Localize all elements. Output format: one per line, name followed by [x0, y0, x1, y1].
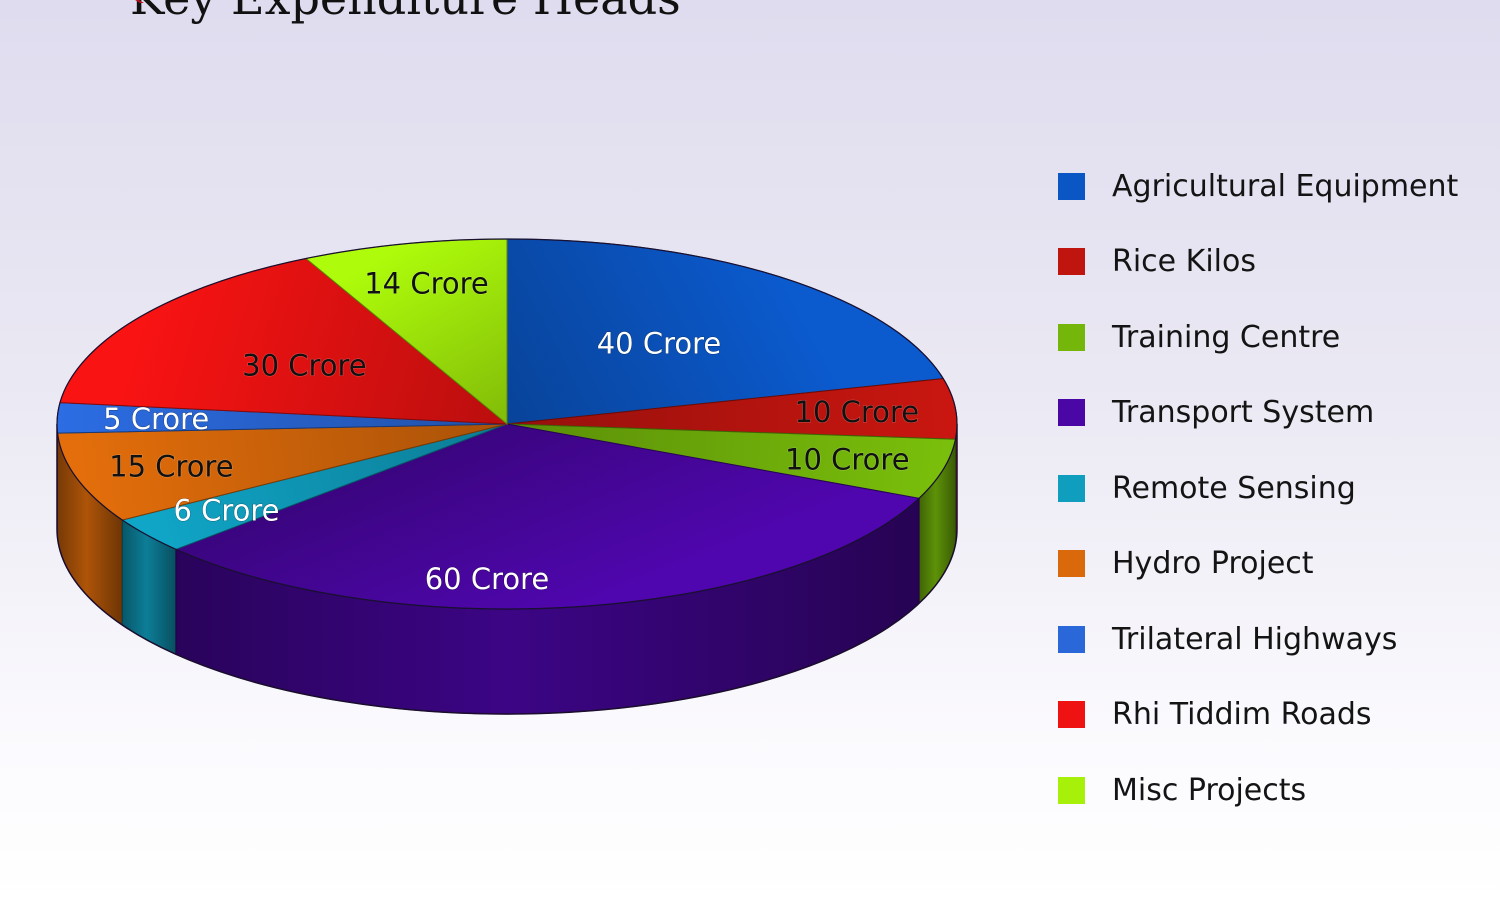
- title-swoosh-icon: [135, 0, 144, 3]
- legend-item-misc-projects: Misc Projects: [1058, 770, 1306, 810]
- legend-swatch: [1058, 474, 1085, 502]
- slice-label-rice-kilos: 10 Crore: [795, 395, 920, 429]
- legend-label: Agricultural Equipment: [1112, 168, 1459, 204]
- legend-item-transport-system: Transport System: [1058, 393, 1374, 433]
- pie-rim-outline: [56, 424, 958, 715]
- slice-label-transport-system: 60 Crore: [425, 562, 550, 596]
- slice-label-hydro-project: 15 Crore: [109, 449, 234, 483]
- legend-swatch: [1058, 625, 1085, 653]
- chart-title-text: Key Expenditure Heads: [130, 0, 681, 25]
- legend-item-hydro-project: Hydro Project: [1058, 544, 1314, 584]
- legend-label: Transport System: [1112, 395, 1375, 430]
- legend-label: Misc Projects: [1112, 772, 1307, 808]
- slice-label-remote-sensing: 6 Crore: [173, 494, 279, 528]
- legend-item-agricultural-equipment: Agricultural Equipment: [1058, 166, 1458, 206]
- legend-label: Remote Sensing: [1112, 470, 1356, 506]
- legend-label: Rhi Tiddim Roads: [1112, 697, 1372, 732]
- legend-label: Rice Kilos: [1112, 244, 1256, 279]
- slice-label-trilateral-highways: 5 Crore: [103, 402, 209, 436]
- legend-swatch: [1058, 172, 1085, 200]
- legend-swatch: [1058, 701, 1085, 728]
- slice-label-rhi-tiddim-roads: 30 Crore: [242, 349, 367, 383]
- legend-label: Training Centre: [1112, 319, 1341, 355]
- legend-swatch: [1058, 323, 1085, 351]
- pie-labels: 40 Crore 10 Crore 10 Crore 60 Crore 6 Crore 1…: [103, 266, 920, 597]
- pie-top-faces: [56, 238, 958, 610]
- legend-item-training-centre: Training Centre: [1058, 317, 1340, 357]
- legend-swatch: [1058, 399, 1085, 426]
- legend-item-rice-kilos: Rice Kilos: [1058, 242, 1256, 282]
- slice-label-agricultural-equipment: 40 Crore: [597, 327, 722, 361]
- legend-swatch: [1058, 248, 1085, 275]
- legend-item-remote-sensing: Remote Sensing: [1058, 468, 1356, 508]
- slice-label-misc-projects: 14 Crore: [364, 267, 489, 301]
- legend-swatch: [1058, 776, 1085, 804]
- legend-label: Hydro Project: [1112, 546, 1314, 581]
- pie-body: [56, 238, 958, 715]
- legend-item-trilateral-highways: Trilateral Highways: [1058, 619, 1397, 659]
- legend-swatch: [1058, 550, 1085, 577]
- pie-chart: 40 Crore 10 Crore 10 Crore 60 Crore 6 Crore 1…: [56, 238, 958, 715]
- chart-title: Key Expenditure Heads: [130, 0, 681, 26]
- slice-label-training-centre: 10 Crore: [785, 442, 910, 476]
- legend-item-rhi-tiddim-roads: Rhi Tiddim Roads: [1058, 695, 1372, 735]
- legend-label: Trilateral Highways: [1112, 621, 1398, 657]
- pie-top-outline: [56, 238, 958, 610]
